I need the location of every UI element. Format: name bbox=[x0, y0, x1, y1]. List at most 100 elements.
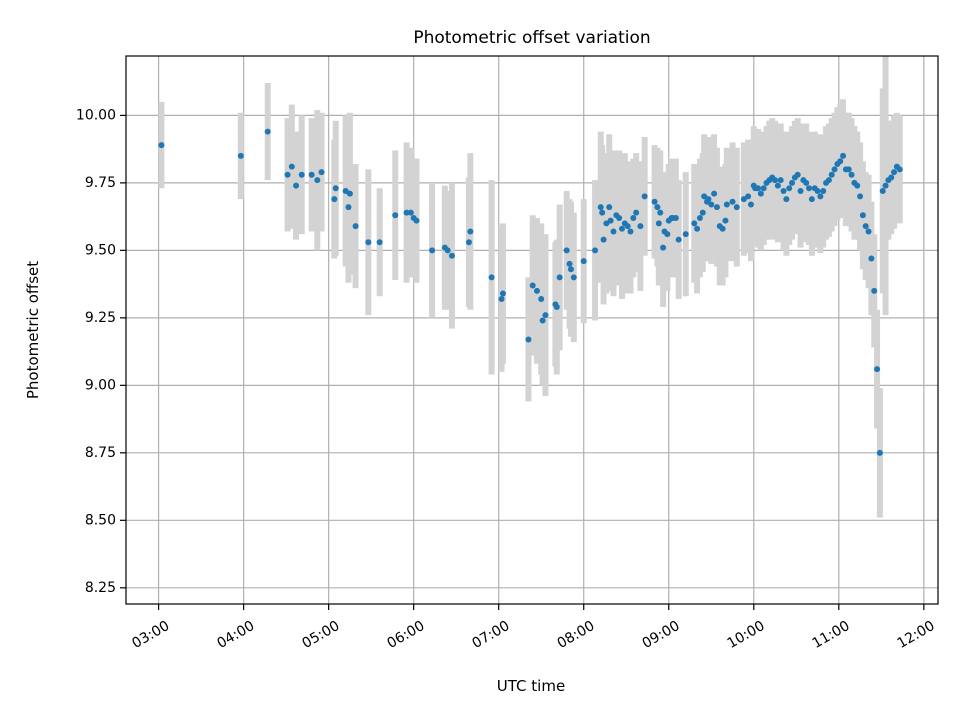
y-tick-label: 9.00 bbox=[85, 377, 116, 393]
data-point bbox=[567, 266, 574, 273]
data-point bbox=[600, 236, 607, 243]
data-point bbox=[538, 295, 545, 302]
data-point bbox=[580, 258, 587, 265]
data-point bbox=[777, 177, 784, 184]
data-point bbox=[774, 182, 781, 189]
data-point bbox=[346, 190, 353, 197]
data-point bbox=[682, 231, 689, 238]
data-point bbox=[627, 228, 634, 235]
data-points bbox=[158, 128, 903, 456]
data-point bbox=[747, 201, 754, 208]
data-point bbox=[745, 193, 752, 200]
data-point bbox=[332, 185, 339, 192]
data-point bbox=[284, 171, 291, 178]
data-point bbox=[871, 287, 878, 294]
data-point bbox=[444, 247, 451, 254]
data-point bbox=[828, 171, 835, 178]
data-point bbox=[342, 187, 349, 194]
y-axis-ticks: 8.25 8.50 8.75 9.00 9.25 9.50 9.75 10.00 bbox=[76, 107, 126, 596]
data-point bbox=[701, 193, 708, 200]
data-point bbox=[318, 169, 325, 176]
data-point bbox=[413, 217, 420, 224]
data-point bbox=[345, 204, 352, 211]
data-point bbox=[429, 247, 436, 254]
data-point bbox=[376, 239, 383, 246]
data-point bbox=[488, 274, 495, 281]
data-point bbox=[879, 187, 886, 194]
data-point bbox=[694, 225, 701, 232]
data-point bbox=[465, 239, 472, 246]
data-point bbox=[542, 312, 549, 319]
plot-frame bbox=[125, 55, 939, 605]
data-point bbox=[794, 171, 801, 178]
data-point bbox=[331, 196, 338, 203]
x-axis-label: UTC time bbox=[497, 677, 565, 695]
data-point bbox=[840, 152, 847, 159]
data-point bbox=[624, 223, 631, 230]
data-point bbox=[529, 282, 536, 289]
data-point bbox=[806, 185, 813, 192]
data-point bbox=[797, 187, 804, 194]
data-point bbox=[705, 196, 712, 203]
data-point bbox=[672, 214, 679, 221]
data-point bbox=[859, 212, 866, 219]
data-point bbox=[896, 166, 903, 173]
data-point bbox=[755, 185, 762, 192]
y-tick-label: 9.50 bbox=[85, 242, 116, 258]
y-tick-label: 8.50 bbox=[85, 512, 116, 528]
data-point bbox=[237, 152, 244, 159]
data-point bbox=[553, 304, 560, 311]
data-point bbox=[814, 187, 821, 194]
data-point bbox=[803, 179, 810, 186]
data-point bbox=[264, 128, 271, 135]
data-point bbox=[556, 274, 563, 281]
data-point bbox=[837, 158, 844, 165]
data-point bbox=[610, 228, 617, 235]
data-point bbox=[298, 171, 305, 178]
data-point bbox=[891, 169, 898, 176]
data-point bbox=[817, 193, 824, 200]
data-point bbox=[293, 182, 300, 189]
data-point bbox=[868, 255, 875, 262]
data-point bbox=[760, 185, 767, 192]
data-point bbox=[597, 204, 604, 211]
data-point bbox=[467, 228, 474, 235]
y-axis-label: Photometric offset bbox=[24, 261, 42, 399]
data-point bbox=[848, 171, 855, 178]
y-tick-label: 10.00 bbox=[76, 107, 116, 123]
data-point bbox=[352, 223, 359, 230]
data-point bbox=[888, 174, 895, 181]
data-point bbox=[599, 209, 606, 216]
data-point bbox=[772, 177, 779, 184]
data-point bbox=[657, 209, 664, 216]
data-point bbox=[691, 220, 698, 227]
data-point bbox=[616, 214, 623, 221]
data-point bbox=[606, 204, 613, 211]
data-point bbox=[865, 228, 872, 235]
data-point bbox=[845, 166, 852, 173]
data-point bbox=[786, 185, 793, 192]
data-point bbox=[699, 209, 706, 216]
data-point bbox=[723, 201, 730, 208]
data-point bbox=[655, 220, 662, 227]
y-tick-label: 9.25 bbox=[85, 310, 116, 326]
data-point bbox=[630, 214, 637, 221]
data-point bbox=[525, 336, 532, 343]
data-point bbox=[882, 182, 889, 189]
data-point bbox=[696, 214, 703, 221]
data-point bbox=[403, 209, 410, 216]
data-point bbox=[713, 204, 720, 211]
data-point bbox=[448, 252, 455, 259]
data-point bbox=[740, 196, 747, 203]
y-tick-label: 9.75 bbox=[85, 175, 116, 191]
chart-title: Photometric offset variation bbox=[413, 28, 650, 48]
data-point bbox=[825, 177, 832, 184]
data-point bbox=[641, 193, 648, 200]
data-point bbox=[708, 201, 715, 208]
data-point bbox=[288, 163, 295, 170]
data-point bbox=[876, 449, 883, 456]
data-point bbox=[651, 198, 658, 205]
data-point bbox=[392, 212, 399, 219]
data-point bbox=[592, 247, 599, 254]
data-point bbox=[637, 223, 644, 230]
